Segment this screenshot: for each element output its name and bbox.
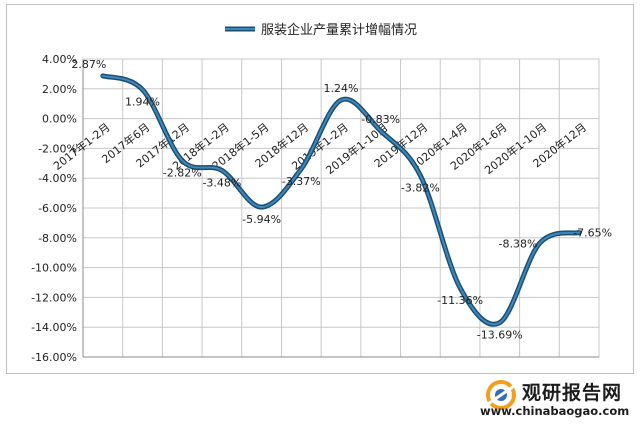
data-label: 1.94%: [125, 96, 160, 109]
data-label: -3.48%: [202, 176, 241, 189]
grid-layer: [82, 58, 600, 358]
data-label: -2.82%: [163, 167, 202, 180]
series-line-highlight: [101, 74, 581, 326]
y-tick-label: 4.00%: [42, 53, 77, 66]
y-tick-label: -6.00%: [38, 202, 77, 215]
data-label: 1.24%: [324, 82, 359, 95]
data-label: -7.65%: [573, 227, 612, 240]
y-tick-label: -10.00%: [31, 262, 77, 275]
data-label: -3.37%: [282, 175, 321, 188]
chart-frame: 4.00% 2.00% 0.00% -2.00% -4.00% -6.00% -8.00% -…: [6, 4, 634, 374]
y-tick-label: -16.00%: [31, 351, 77, 364]
y-tick-label: -4.00%: [38, 172, 77, 185]
data-label: -8.38%: [499, 237, 538, 250]
watermark: 观研报告网 www.chinabaogao.com: [478, 374, 638, 424]
legend-label: 服装企业产量累计增幅情况: [261, 22, 417, 38]
data-label: -11.36%: [437, 294, 483, 307]
data-label: -0.83%: [361, 113, 400, 126]
watermark-logo-icon: [486, 380, 516, 410]
watermark-url: www.chinabaogao.com: [480, 404, 630, 418]
data-label: -13.69%: [477, 329, 523, 342]
data-label: -3.82%: [401, 182, 440, 195]
legend: 服装企业产量累计增幅情况: [225, 22, 417, 38]
line-chart: 4.00% 2.00% 0.00% -2.00% -4.00% -6.00% -8.00% -…: [31, 22, 612, 364]
series-line: [100, 73, 582, 327]
y-tick-label: -14.00%: [31, 321, 77, 334]
y-tick-label: -2.00%: [38, 142, 77, 155]
watermark-name: 观研报告网: [522, 382, 623, 404]
y-tick-label: -12.00%: [31, 291, 77, 304]
data-label: -5.94%: [242, 213, 281, 226]
y-tick-label: -8.00%: [38, 232, 77, 245]
data-label: 2.87%: [71, 58, 106, 71]
y-tick-label: 2.00%: [42, 83, 77, 96]
series-line-layer: [100, 73, 582, 327]
y-axis-ticks: 4.00% 2.00% 0.00% -2.00% -4.00% -6.00% -8.00% -…: [31, 53, 77, 364]
data-label-layer: 2.87% 1.94% -2.82%-3.48% -5.94% -3.37% 1.24% -…: [71, 58, 612, 342]
y-tick-label: 0.00%: [42, 113, 77, 126]
